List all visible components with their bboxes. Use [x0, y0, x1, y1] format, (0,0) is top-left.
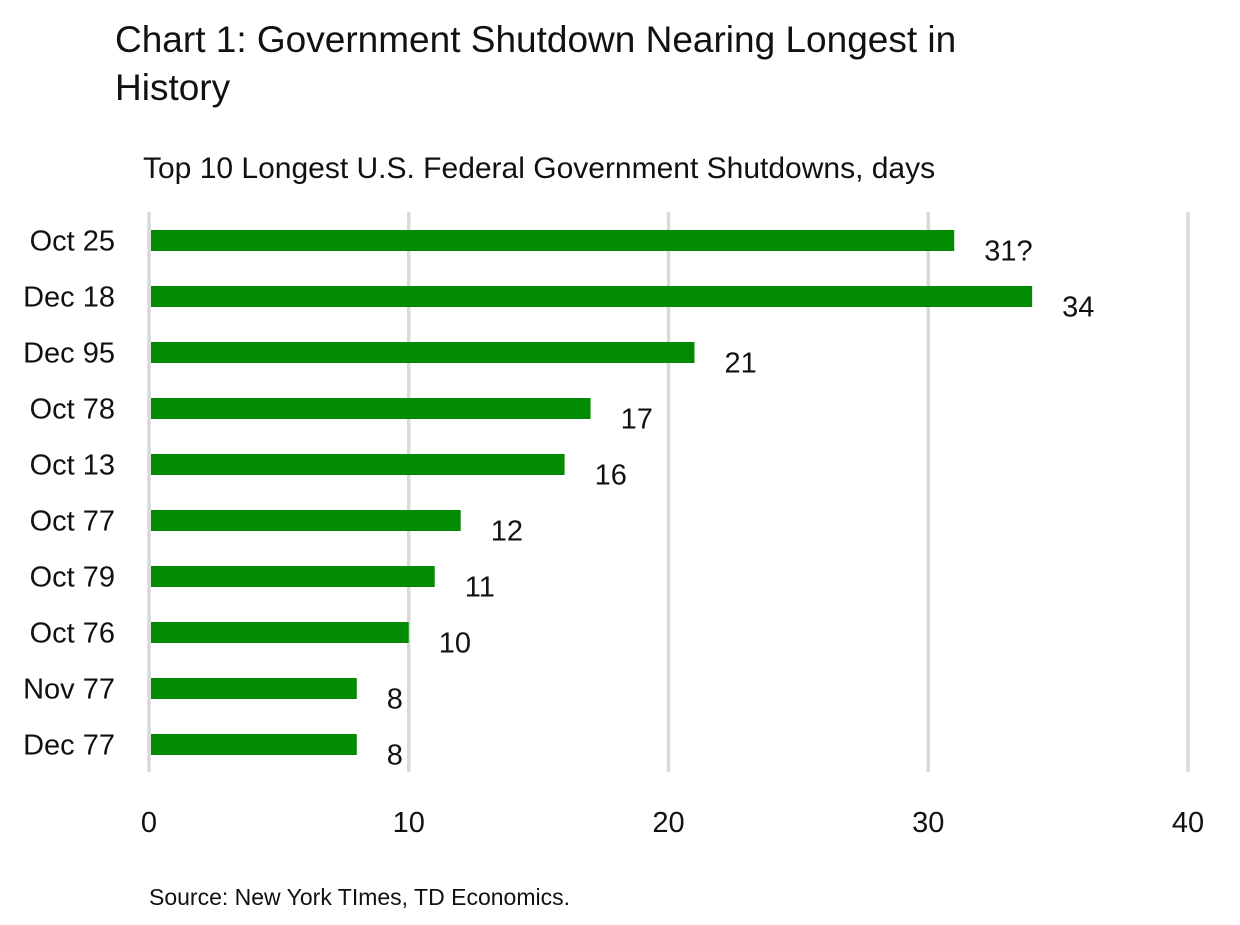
- data-label: 17: [621, 404, 653, 436]
- bar: [151, 678, 357, 699]
- y-tick-label: Oct 78: [30, 394, 115, 426]
- data-label: 8: [387, 740, 403, 772]
- data-label: 12: [491, 516, 523, 548]
- data-label: 16: [595, 460, 627, 492]
- bar: [151, 342, 695, 363]
- x-tick-label: 10: [393, 807, 425, 839]
- data-label: 34: [1062, 292, 1094, 324]
- y-tick-label: Oct 25: [30, 226, 115, 258]
- y-tick-label: Dec 95: [23, 338, 115, 370]
- chart-title: Chart 1: Government Shutdown Nearing Lon…: [115, 19, 957, 108]
- bar: [151, 454, 565, 475]
- y-tick-label: Dec 18: [23, 282, 115, 314]
- x-tick-label: 40: [1172, 807, 1204, 839]
- x-tick-label: 20: [652, 807, 684, 839]
- bar: [151, 622, 409, 643]
- y-tick-label: Nov 77: [23, 674, 115, 706]
- bar: [151, 566, 435, 587]
- x-tick-label: 0: [141, 807, 157, 839]
- y-tick-label: Oct 13: [30, 450, 115, 482]
- data-label: 10: [439, 628, 471, 660]
- bar: [151, 734, 357, 755]
- data-label: 11: [465, 572, 495, 604]
- bar: [151, 398, 591, 419]
- y-tick-label: Oct 76: [30, 618, 115, 650]
- bar: [151, 230, 955, 251]
- y-tick-label: Dec 77: [23, 730, 115, 762]
- bar: [151, 286, 1033, 307]
- data-label: 31?: [984, 236, 1032, 268]
- x-tick-label: 30: [912, 807, 944, 839]
- data-label: 21: [724, 348, 756, 380]
- chart-subtitle: Top 10 Longest U.S. Federal Government S…: [143, 152, 936, 185]
- bar: [151, 510, 461, 531]
- source-note: Source: New York TImes, TD Economics.: [149, 884, 570, 910]
- data-label: 8: [387, 684, 403, 716]
- y-tick-label: Oct 77: [30, 506, 115, 538]
- y-tick-label: Oct 79: [30, 562, 115, 594]
